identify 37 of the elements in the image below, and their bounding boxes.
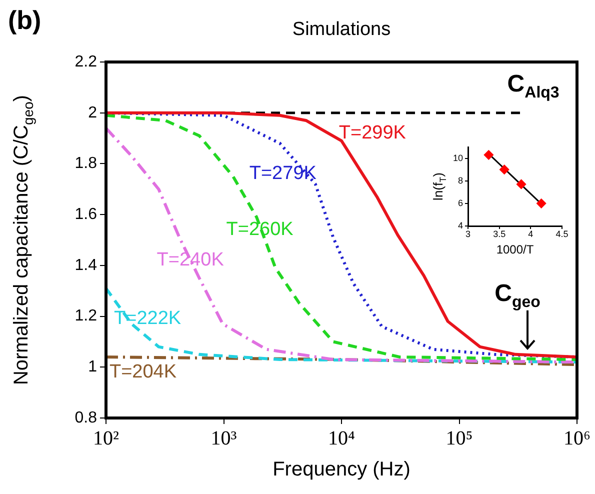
point: [500, 164, 510, 174]
x-tick-label: 3: [465, 228, 471, 239]
chart-title: Simulations: [292, 19, 391, 40]
point: [484, 150, 494, 160]
x-tick-label: 4: [528, 228, 534, 239]
series-label: T=204K: [109, 361, 177, 382]
x-axis-title: 1000/T: [496, 242, 534, 256]
series-label: T=299K: [338, 122, 406, 144]
point: [536, 198, 546, 208]
x-tick-label: 10⁶: [564, 427, 591, 450]
x-tick-label: 10⁵: [446, 427, 473, 450]
y-tick-label: 1.6: [74, 206, 98, 223]
y-tick-label: 4: [458, 220, 463, 230]
y-tick-label: 2: [88, 104, 98, 122]
series-label: T=260K: [226, 219, 294, 240]
x-tick-label: 10⁴: [328, 427, 356, 450]
y-tick-label: 6: [458, 198, 463, 208]
y-tick-label: 1.4: [74, 256, 98, 274]
y-tick-label: 1: [88, 358, 98, 376]
x-tick-label: 3.5: [493, 228, 506, 239]
text: (b): [8, 5, 42, 36]
series-label: T=240K: [156, 250, 224, 271]
x-axis-title: Frequency (Hz): [272, 458, 410, 481]
y-tick-label: 8: [458, 175, 463, 186]
series-label: T=222K: [114, 308, 182, 330]
x-tick-label: 10³: [210, 427, 237, 450]
point: [516, 179, 526, 189]
y-tick-label: 1.2: [74, 308, 98, 325]
x-tick-label: 4.5: [556, 228, 568, 239]
y-tick-label: 2.2: [74, 53, 98, 70]
series-label: T=279K: [249, 163, 317, 184]
y-tick-label: 10: [452, 152, 463, 163]
y-tick-label: 1.8: [74, 155, 98, 172]
y-axis-title: ln(fT): [430, 172, 448, 200]
y-tick-label: 0.8: [74, 409, 98, 426]
x-tick-label: 10²: [93, 427, 119, 450]
y-axis-title: Normalized capacitance (C/Cgeo): [10, 94, 36, 386]
